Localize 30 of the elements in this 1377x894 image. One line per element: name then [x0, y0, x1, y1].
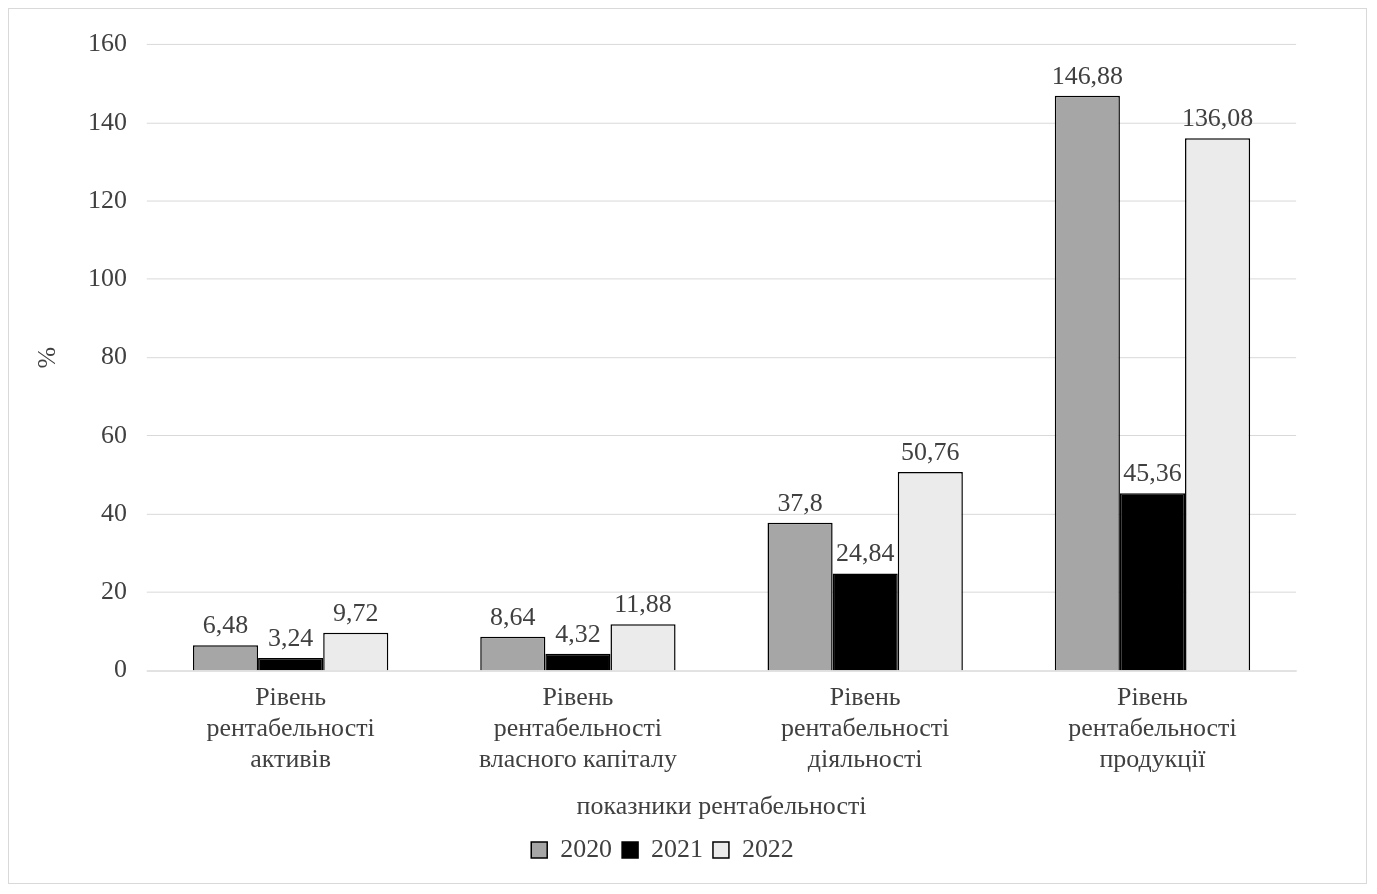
data-label: 50,76 — [901, 436, 960, 466]
data-label: 37,8 — [777, 487, 823, 517]
data-label: 45,36 — [1123, 458, 1182, 488]
data-label: 146,88 — [1051, 60, 1124, 90]
data-label: 8,64 — [490, 601, 536, 631]
data-label: 6,48 — [202, 610, 249, 640]
data-label: 4,32 — [555, 618, 601, 648]
data-label: 3,24 — [267, 622, 314, 652]
y-tick-label: 140 — [88, 106, 128, 136]
legend-label: 2020 — [560, 833, 613, 863]
x-tick-label: Рівень рентабельності діяльності — [781, 682, 950, 774]
y-tick-label: 20 — [101, 576, 128, 606]
data-label: 9,72 — [333, 597, 379, 627]
data-label: 136,08 — [1181, 103, 1254, 132]
y-tick-label: 60 — [101, 419, 128, 449]
y-tick-label: 40 — [101, 497, 128, 527]
y-tick-label: 160 — [88, 28, 128, 58]
x-axis-title: показники рентабельності — [576, 791, 867, 821]
y-axis-title: % — [32, 346, 62, 369]
y-tick-label: 100 — [88, 263, 128, 293]
y-tick-label: 0 — [114, 654, 128, 684]
y-tick-label: 80 — [101, 341, 128, 371]
x-tick-label: Рівень рентабельності власного капіталу — [478, 682, 677, 774]
x-tick-label: Рівень рентабельності активів — [206, 682, 375, 774]
legend-label: 2021 — [651, 833, 703, 863]
legend-label: 2022 — [741, 833, 794, 863]
data-label: 11,88 — [614, 589, 672, 619]
y-tick-label: 120 — [88, 184, 128, 214]
x-tick-label: Рівень рентабельності продукції — [1068, 682, 1237, 774]
data-label: 24,84 — [836, 538, 895, 568]
